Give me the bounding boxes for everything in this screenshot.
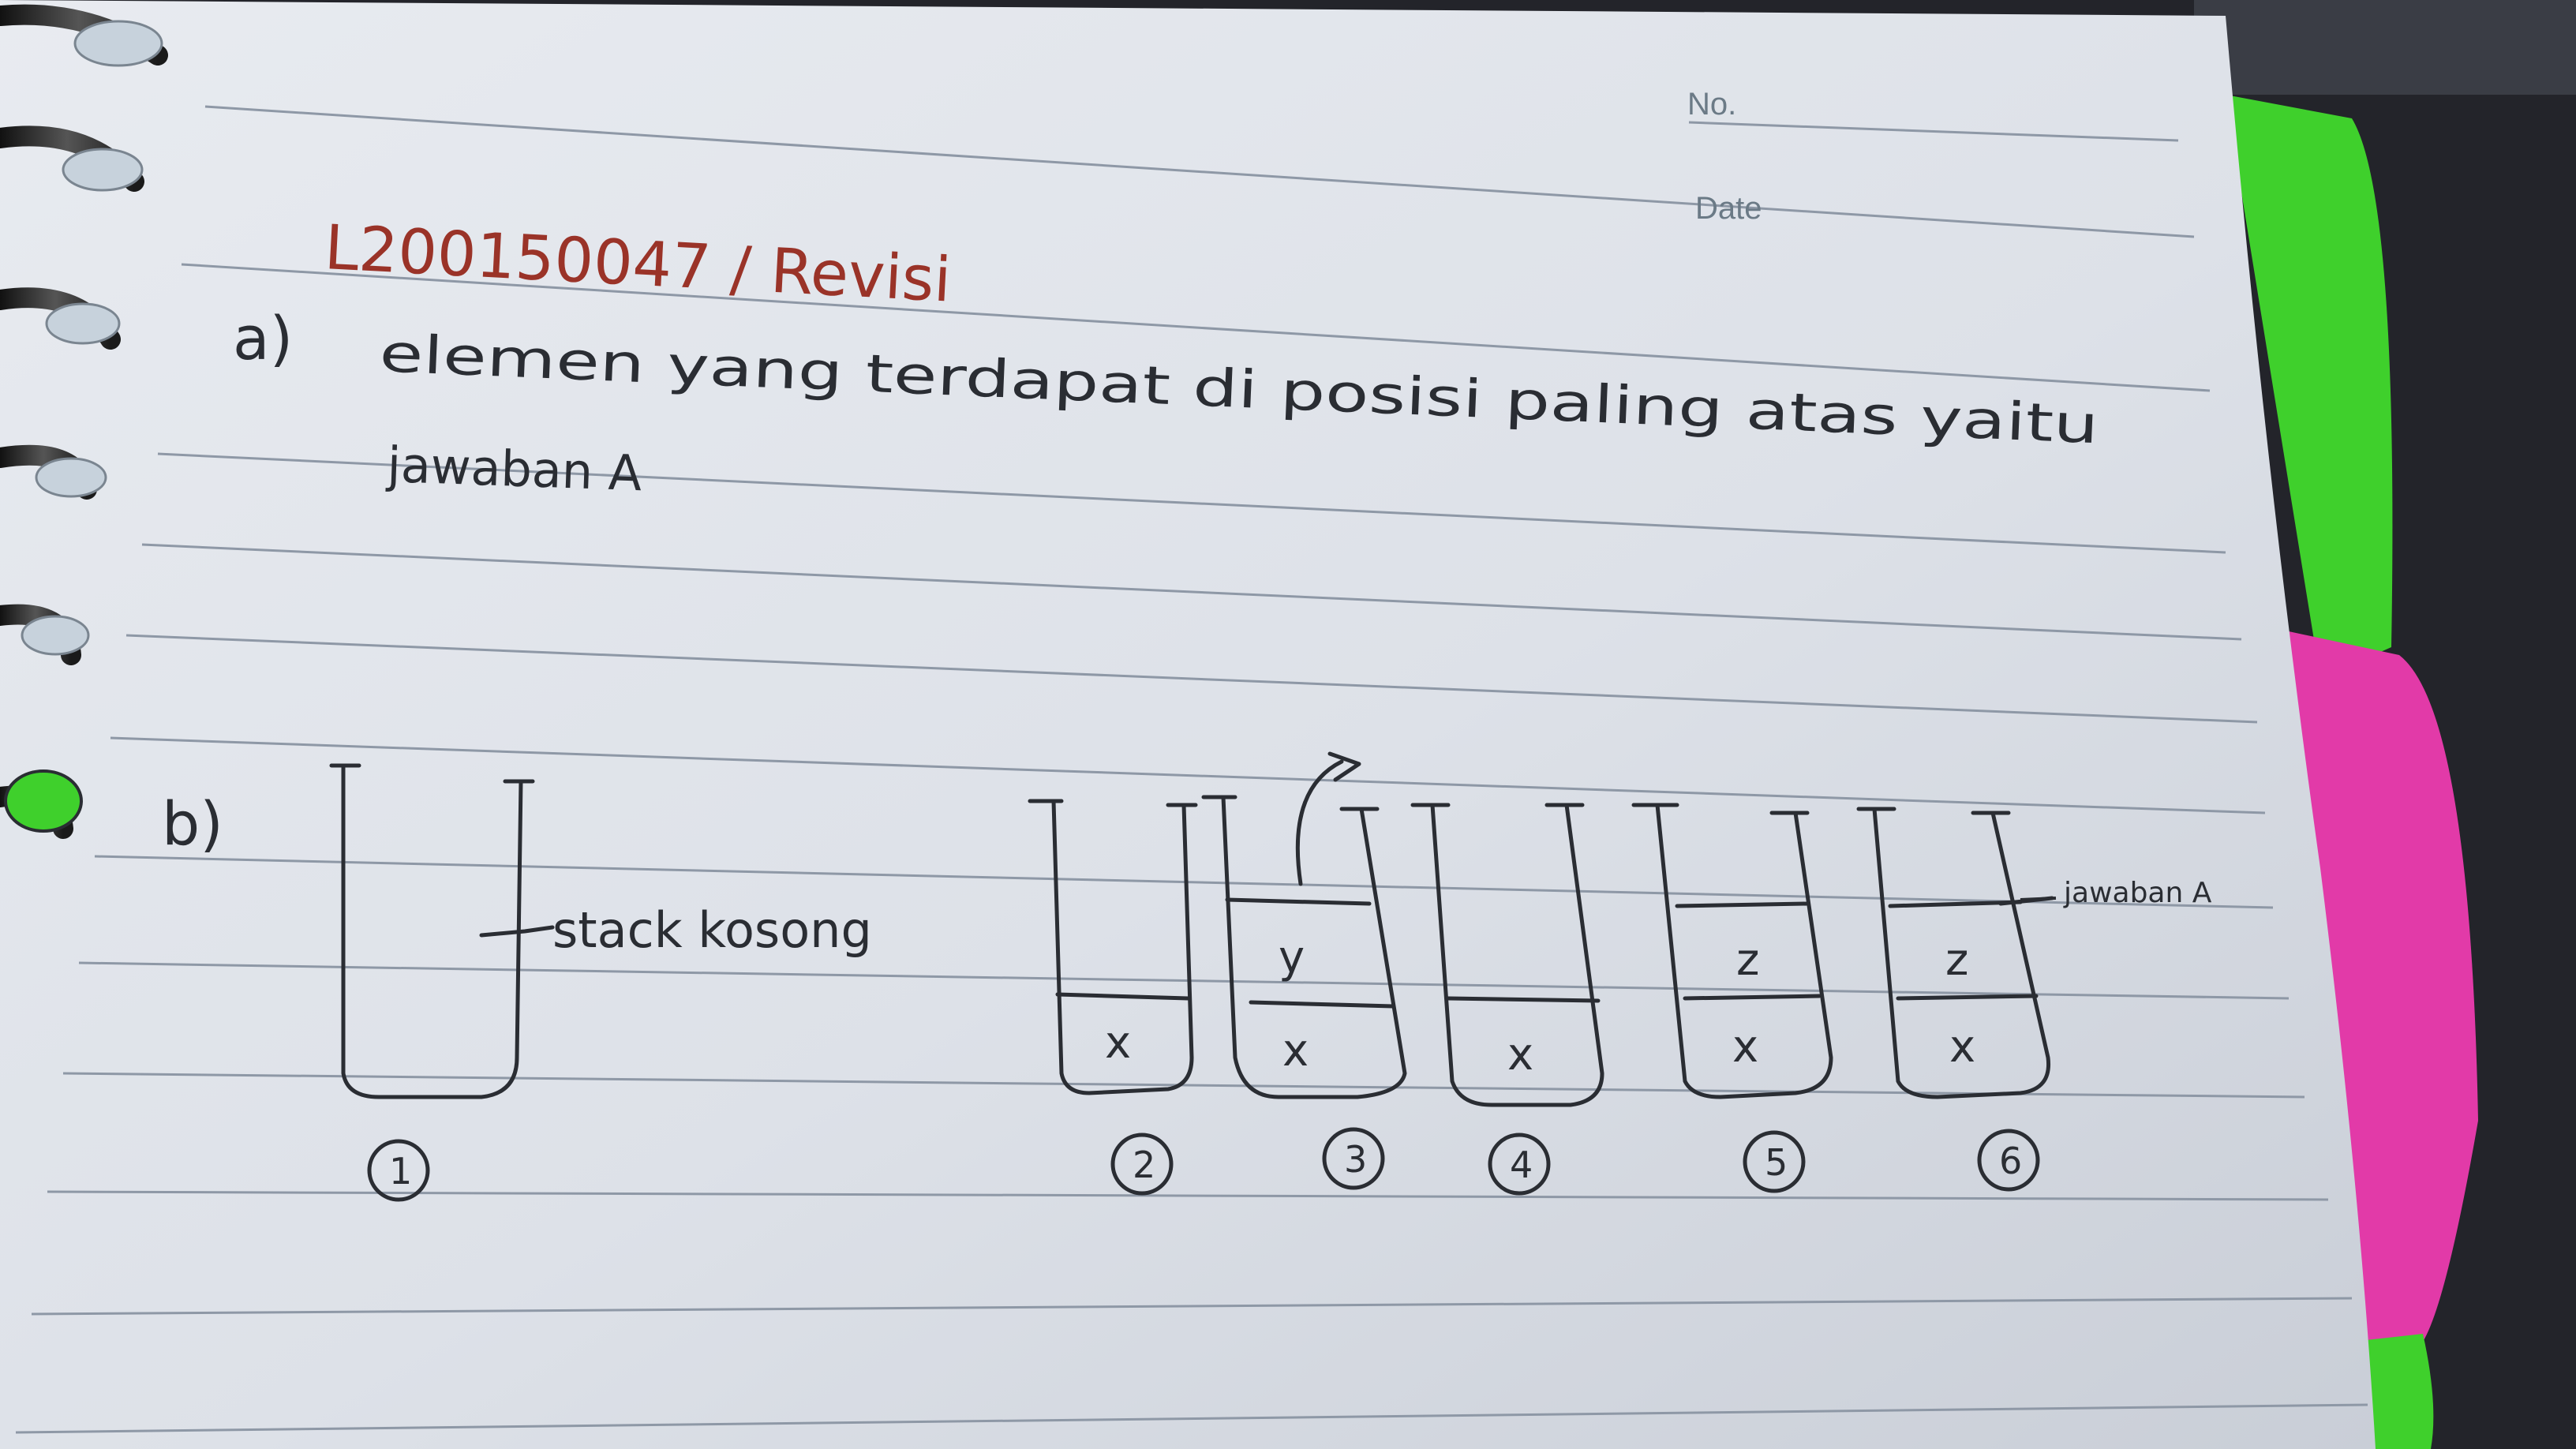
stack-6-item-1: x bbox=[1949, 1021, 1975, 1073]
stack-6-item-2: z bbox=[1945, 934, 1968, 986]
spiral-binding bbox=[0, 4, 168, 839]
no-label: No. bbox=[1687, 87, 1736, 122]
stack-4-number: 4 bbox=[1510, 1144, 1533, 1186]
stack-1-number: 1 bbox=[389, 1150, 412, 1193]
notebook-page bbox=[0, 0, 2376, 1449]
stack-1 bbox=[329, 763, 555, 1099]
date-label: Date bbox=[1695, 191, 1762, 226]
stack-2-item-1: x bbox=[1105, 1017, 1131, 1069]
part-b-marker: b) bbox=[162, 788, 223, 859]
stack-3 bbox=[1201, 751, 1407, 1099]
stack-5-item-1: x bbox=[1732, 1021, 1758, 1073]
stack-3-item-1: x bbox=[1282, 1025, 1309, 1076]
stack-2 bbox=[1028, 799, 1198, 1095]
background-object bbox=[2194, 0, 2576, 95]
part-a-line2: jawaban A bbox=[384, 436, 642, 502]
ruled-lines bbox=[15, 105, 2368, 1434]
stack-5 bbox=[1631, 803, 1833, 1099]
answer-note: jawaban A bbox=[2063, 877, 2212, 909]
empty-stack-note: stack kosong bbox=[552, 901, 872, 959]
stack-4-item-1: x bbox=[1507, 1029, 1533, 1080]
stack-2-number: 2 bbox=[1133, 1144, 1155, 1186]
stack-diagrams bbox=[329, 751, 2054, 1202]
stack-6-number: 6 bbox=[1999, 1140, 2022, 1182]
stack-3-item-2: y bbox=[1279, 932, 1305, 983]
part-a-marker: a) bbox=[233, 303, 293, 373]
green-tab bbox=[2226, 95, 2393, 679]
answer-arrow bbox=[2020, 897, 2057, 901]
stack-4 bbox=[1410, 803, 1604, 1107]
stack-5-item-2: z bbox=[1736, 934, 1759, 986]
stack-3-number: 3 bbox=[1344, 1138, 1367, 1181]
stack-5-number: 5 bbox=[1765, 1141, 1788, 1184]
